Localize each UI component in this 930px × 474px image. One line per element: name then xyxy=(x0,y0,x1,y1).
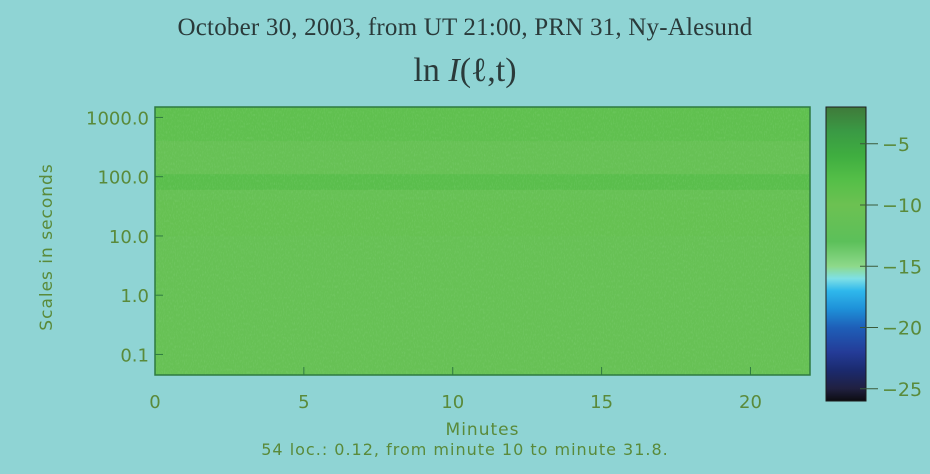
heatmap-plot xyxy=(155,107,810,375)
y-tick-label: 10.0 xyxy=(109,227,149,248)
y-tick-label: 0.1 xyxy=(120,345,149,366)
subtitle-args: (ℓ,t) xyxy=(459,52,517,89)
colorbar-tick-label: −20 xyxy=(882,318,922,340)
colorbar-tick-label: −15 xyxy=(882,256,922,278)
y-tick-label: 1000.0 xyxy=(86,108,149,129)
y-tick-label: 100.0 xyxy=(97,168,149,189)
colorbar-gradient xyxy=(825,106,867,402)
x-tick-label: 5 xyxy=(298,392,309,413)
x-tick-label: 10 xyxy=(441,392,464,413)
x-tick-label: 20 xyxy=(739,392,762,413)
colorbar: −5 −10 −15 −20 −25 xyxy=(825,106,922,402)
colorbar-tick-label: −10 xyxy=(882,195,922,217)
chart-title: October 30, 2003, from UT 21:00, PRN 31,… xyxy=(177,14,753,41)
chart-subtitle: ln I(ℓ,t) xyxy=(0,52,930,90)
footer-note: 54 loc.: 0.12, from minute 10 to minute … xyxy=(261,440,669,459)
plot-frame xyxy=(154,106,811,376)
axes: 0 5 10 15 20 0.1 1.0 10.0 100.0 1000.0 Minutes Scal… xyxy=(37,106,811,440)
colorbar-tick-label: −5 xyxy=(882,134,910,156)
x-axis-label: Minutes xyxy=(446,420,520,440)
heatmap-texture xyxy=(155,107,810,375)
x-tick-label: 15 xyxy=(590,392,613,413)
subtitle-prefix: ln xyxy=(413,52,440,89)
y-axis-label: Scales in seconds xyxy=(37,163,57,330)
x-tick-label: 0 xyxy=(149,392,160,413)
y-tick-label: 1.0 xyxy=(120,286,149,307)
colorbar-tick-label: −25 xyxy=(882,379,922,401)
subtitle-var: I xyxy=(448,52,460,89)
